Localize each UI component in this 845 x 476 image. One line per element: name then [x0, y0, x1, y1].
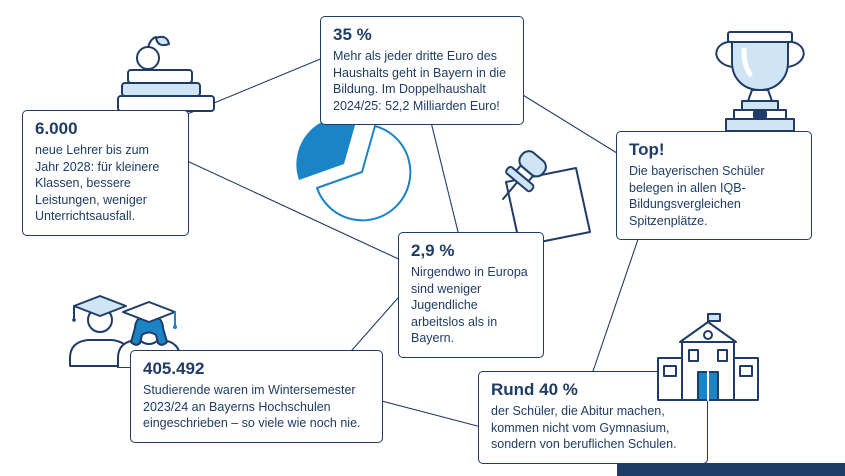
card-students-title: 405.492 [143, 359, 205, 378]
card-top-body: Die bayerischen Schüler belegen in allen… [629, 164, 765, 228]
card-unemployment: 2,9 % Nirgendwo in Europa sind weniger J… [398, 232, 544, 358]
connector-students-abitur [377, 399, 486, 429]
connector-teachers-unemployment [184, 159, 406, 263]
card-top: Top! Die bayerischen Schüler belegen in … [616, 131, 812, 240]
card-abitur-title: Rund 40 % [491, 380, 578, 399]
card-budget-body: Mehr als jeder dritte Euro des Haushalts… [333, 49, 507, 113]
pie-chart-icon [296, 116, 412, 222]
card-unemployment-title: 2,9 % [411, 241, 455, 260]
card-budget-title: 35 % [333, 25, 372, 44]
card-teachers-body: neue Lehrer bis zum Jahr 2028: für klein… [35, 143, 160, 223]
trophy-icon [715, 31, 805, 132]
school-building-icon [657, 313, 759, 401]
card-teachers-title: 6.000 [35, 119, 78, 138]
pushpin [502, 150, 547, 201]
connector-budget-top [517, 91, 626, 159]
graduates-icon [69, 295, 181, 368]
pie-35-percent-slice [296, 116, 357, 180]
card-unemployment-body: Nirgendwo in Europa sind weniger Jugendl… [411, 265, 528, 345]
card-abitur: Rund 40 % der Schüler, die Abitur machen… [478, 371, 708, 464]
card-abitur-body: der Schüler, die Abitur machen, kommen n… [491, 404, 677, 451]
pie-remainder-slice [316, 125, 412, 222]
pushpin-note-icon [502, 150, 591, 247]
card-top-title: Top! [629, 140, 665, 159]
connector-budget-unemployment [429, 117, 461, 241]
card-teachers: 6.000 neue Lehrer bis zum Jahr 2028: für… [22, 110, 189, 236]
card-students-body: Studierende waren im Wintersemester 2023… [143, 383, 361, 430]
apple-on-books-icon [117, 35, 215, 112]
card-students: 405.492 Studierende waren im Wintersemes… [130, 350, 383, 443]
card-budget: 35 % Mehr als jeder dritte Euro des Haus… [320, 16, 524, 125]
connector-unemployment-students [344, 289, 406, 359]
footer-bar [617, 463, 845, 476]
